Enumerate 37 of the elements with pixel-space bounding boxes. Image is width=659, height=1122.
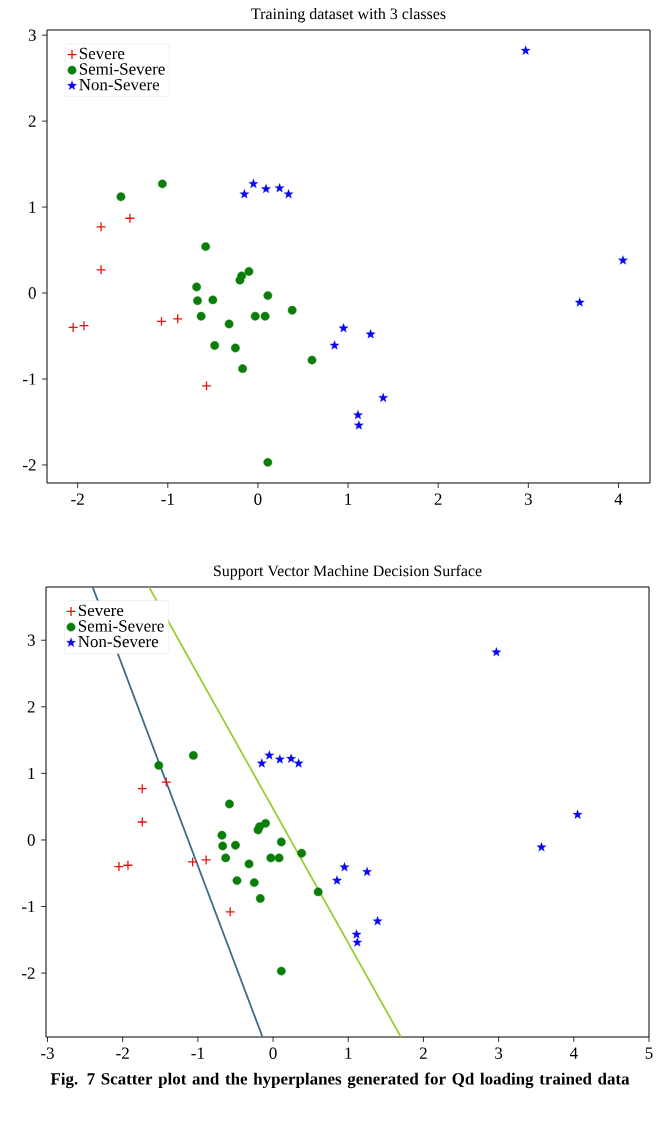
y-tick-label: -1: [23, 373, 36, 385]
x-tick-label: 2: [419, 1047, 427, 1059]
legend-label: Semi-Severe: [79, 63, 165, 75]
legend-label: Non-Severe: [78, 635, 159, 648]
y-tick-label: 3: [28, 29, 36, 41]
y-tick-label: 2: [28, 115, 36, 127]
y-tick-label: 1: [29, 201, 36, 213]
x-tick-label: 4: [569, 1047, 578, 1059]
y-tick-label: 0: [27, 834, 35, 846]
caption: Fig. 7 Scatter plot and the hyperplanes generated for Qd loading trained data: [50, 1072, 630, 1089]
legend-label: Non-Severe: [79, 78, 160, 91]
chart-title: Training dataset with 3 classes: [251, 7, 446, 23]
y-tick-label: 1: [28, 767, 35, 779]
y-tick-label: 2: [27, 701, 35, 713]
y-tick-label: -2: [22, 967, 35, 979]
x-tick-label: 4: [614, 493, 623, 505]
y-tick-label: -1: [22, 900, 35, 913]
x-tick-label: -2: [71, 493, 84, 505]
x-tick-label: 2: [434, 493, 442, 505]
chart-title: Support Vector Machine Decision Surface: [214, 564, 482, 580]
y-tick-label: 3: [27, 634, 35, 646]
y-tick-label: -2: [23, 459, 36, 471]
legend-label: Severe: [78, 604, 124, 617]
x-tick-label: 0: [254, 493, 262, 505]
legend-label: Severe: [79, 47, 125, 60]
x-tick-label: 5: [645, 1047, 653, 1059]
x-tick-label: 3: [524, 493, 532, 505]
x-tick-label: -3: [41, 1047, 54, 1059]
legend-label: Semi-Severe: [78, 620, 164, 632]
x-tick-label: 1: [345, 493, 352, 505]
x-tick-label: 0: [269, 1047, 277, 1059]
x-tick-label: -1: [191, 1047, 204, 1059]
x-tick-label: -1: [161, 493, 174, 505]
y-tick-label: 0: [28, 287, 36, 299]
x-tick-label: 3: [495, 1047, 503, 1059]
x-tick-label: 1: [345, 1047, 352, 1059]
x-tick-label: -2: [116, 1047, 129, 1059]
